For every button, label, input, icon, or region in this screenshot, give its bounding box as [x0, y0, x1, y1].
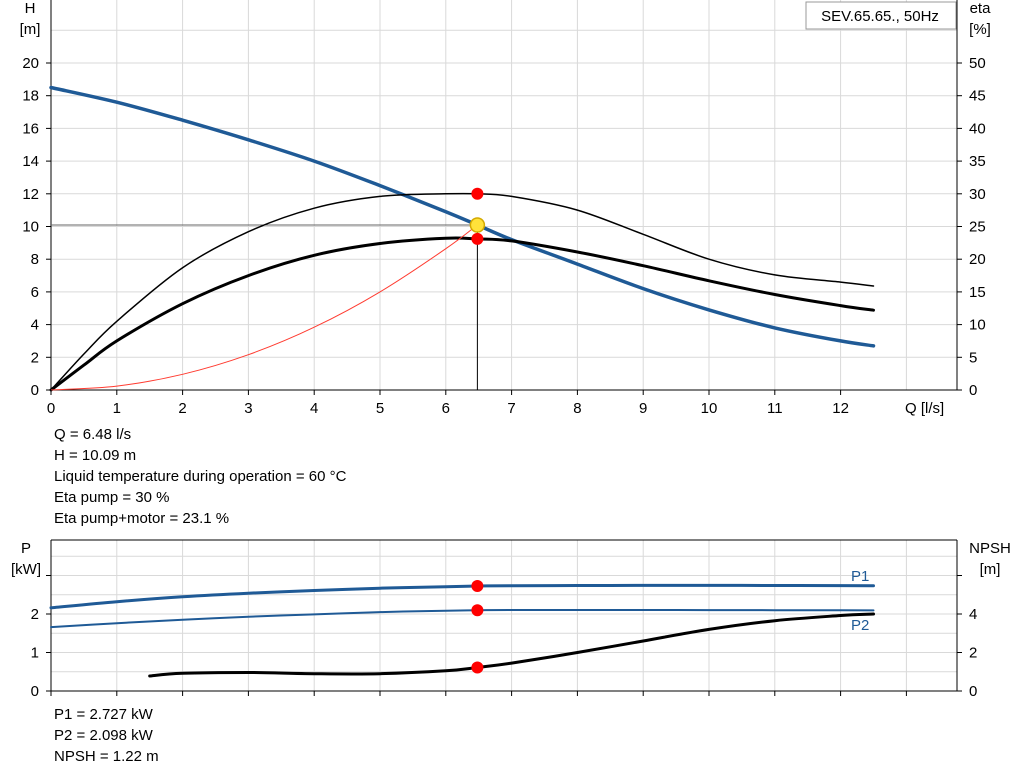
x-tick-label: 0 — [47, 400, 55, 417]
liquid-temperature: Liquid temperature during operation = 60… — [54, 468, 347, 485]
y-left-tick-label: 1 — [31, 645, 39, 662]
eta-axis-unit: [%] — [969, 21, 991, 38]
NPSH-curve — [148, 612, 875, 678]
p1-value: P1 = 2.727 kW — [54, 706, 153, 723]
pump-model-box — [805, 1, 957, 30]
npsh-value: NPSH = 1.22 m — [54, 748, 159, 765]
p2-series-label: P2 — [851, 617, 869, 634]
y-right-tick-label: 35 — [969, 153, 986, 170]
x-tick-label: 11 — [767, 400, 783, 417]
y-left-tick-label: 6 — [31, 284, 39, 301]
npsh-axis-label: NPSH — [969, 540, 1011, 557]
y-right-tick-label: 20 — [969, 251, 986, 268]
eta-pump-motor-curve — [49, 236, 875, 392]
h-axis-label: H — [25, 0, 36, 17]
bottom-chart-ticks: 0 1 2 0 2 4 — [31, 575, 977, 700]
x-tick-label: 10 — [701, 400, 718, 417]
y-right-tick-label: 30 — [969, 186, 986, 203]
eta-total-point — [471, 232, 484, 245]
top-chart-lines — [49, 85, 876, 392]
x-tick-label: 3 — [244, 400, 252, 417]
eta-pump-curve — [50, 192, 875, 391]
x-tick-label: 5 — [376, 400, 384, 417]
y-left-tick-label: 2 — [31, 349, 39, 366]
y-left-tick-label: 10 — [22, 219, 39, 236]
pump-model-label: SEV.65.65., 50Hz — [821, 8, 939, 25]
x-tick-label: 2 — [178, 400, 186, 417]
x-tick-label: 1 — [113, 400, 121, 417]
x-tick-label: 4 — [310, 400, 318, 417]
eta-pump-value: Eta pump = 30 % — [54, 489, 170, 506]
y-left-tick-label: 4 — [31, 317, 39, 334]
top-chart-ticks: 0 1 2 3 4 5 6 7 8 9 10 11 12024681012141618200510152… — [22, 55, 985, 417]
y-right-tick-label: 15 — [969, 284, 986, 301]
p1-series-label: P1 — [851, 568, 869, 585]
y-right-tick-label: 40 — [969, 120, 986, 137]
q-value: Q = 6.48 l/s — [54, 426, 132, 443]
p2-value: P2 = 2.098 kW — [54, 727, 153, 744]
P1-curve — [49, 583, 875, 610]
y-right-tick-label: 50 — [969, 55, 986, 72]
bottom-chart-lines — [49, 580, 875, 678]
x-tick-label: 12 — [832, 400, 849, 417]
p-axis-label: P — [21, 540, 31, 557]
system-curve-curve — [50, 224, 478, 391]
x-tick-label: 9 — [639, 400, 647, 417]
y-right-tick-label: 25 — [969, 219, 986, 236]
y-right-tick-label: 0 — [969, 382, 977, 399]
y-left-tick-label: 0 — [31, 382, 39, 399]
y-right-tick-label: 45 — [969, 88, 986, 105]
eta-pump-point — [471, 187, 484, 200]
y-right-tick-label: 0 — [969, 683, 977, 700]
q-axis-label: Q [l/s] — [905, 400, 944, 417]
p2-point — [471, 604, 484, 617]
eta-total-value: Eta pump+motor = 23.1 % — [54, 510, 230, 527]
y-right-tick-label: 5 — [969, 349, 977, 366]
y-right-tick-label: 10 — [969, 317, 986, 334]
x-tick-label: 6 — [442, 400, 450, 417]
y-left-tick-label: 12 — [22, 186, 39, 203]
y-left-tick-label: 18 — [22, 88, 39, 105]
duty-point-marker — [469, 217, 486, 233]
p-axis-unit: [kW] — [11, 561, 41, 578]
h-value: H = 10.09 m — [54, 447, 137, 464]
y-left-tick-label: 16 — [22, 120, 39, 137]
h-axis-unit: [m] — [20, 21, 41, 38]
top-chart-grid — [50, 0, 958, 391]
x-tick-label: 7 — [507, 400, 515, 417]
y-left-tick-label: 0 — [31, 683, 39, 700]
eta-axis-label: eta — [970, 0, 992, 17]
power-info: P1 = 2.727 kW P2 = 2.098 kW NPSH = 1.22 … — [54, 704, 159, 767]
y-right-tick-label: 2 — [969, 645, 977, 662]
npsh-point — [471, 661, 484, 674]
y-left-tick-label: 2 — [31, 606, 39, 623]
y-left-tick-label: 8 — [31, 251, 39, 268]
operating-point-info: Q = 6.48 l/s H = 10.09 m Liquid temperat… — [54, 424, 346, 529]
p1-point — [471, 580, 484, 593]
npsh-axis-unit: [m] — [980, 561, 1001, 578]
y-right-tick-label: 4 — [969, 606, 977, 623]
x-tick-label: 8 — [573, 400, 581, 417]
y-left-tick-label: 14 — [22, 153, 39, 170]
y-left-tick-label: 20 — [22, 55, 39, 72]
